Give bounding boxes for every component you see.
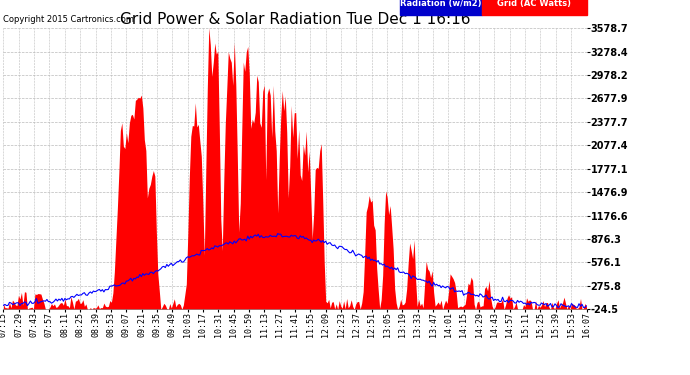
Text: Radiation (w/m2): Radiation (w/m2): [400, 0, 482, 8]
FancyBboxPatch shape: [400, 0, 482, 15]
Text: Grid (AC Watts): Grid (AC Watts): [497, 0, 571, 8]
Title: Grid Power & Solar Radiation Tue Dec 1 16:16: Grid Power & Solar Radiation Tue Dec 1 1…: [120, 12, 470, 27]
FancyBboxPatch shape: [482, 0, 586, 15]
Text: Copyright 2015 Cartronics.com: Copyright 2015 Cartronics.com: [3, 15, 135, 24]
